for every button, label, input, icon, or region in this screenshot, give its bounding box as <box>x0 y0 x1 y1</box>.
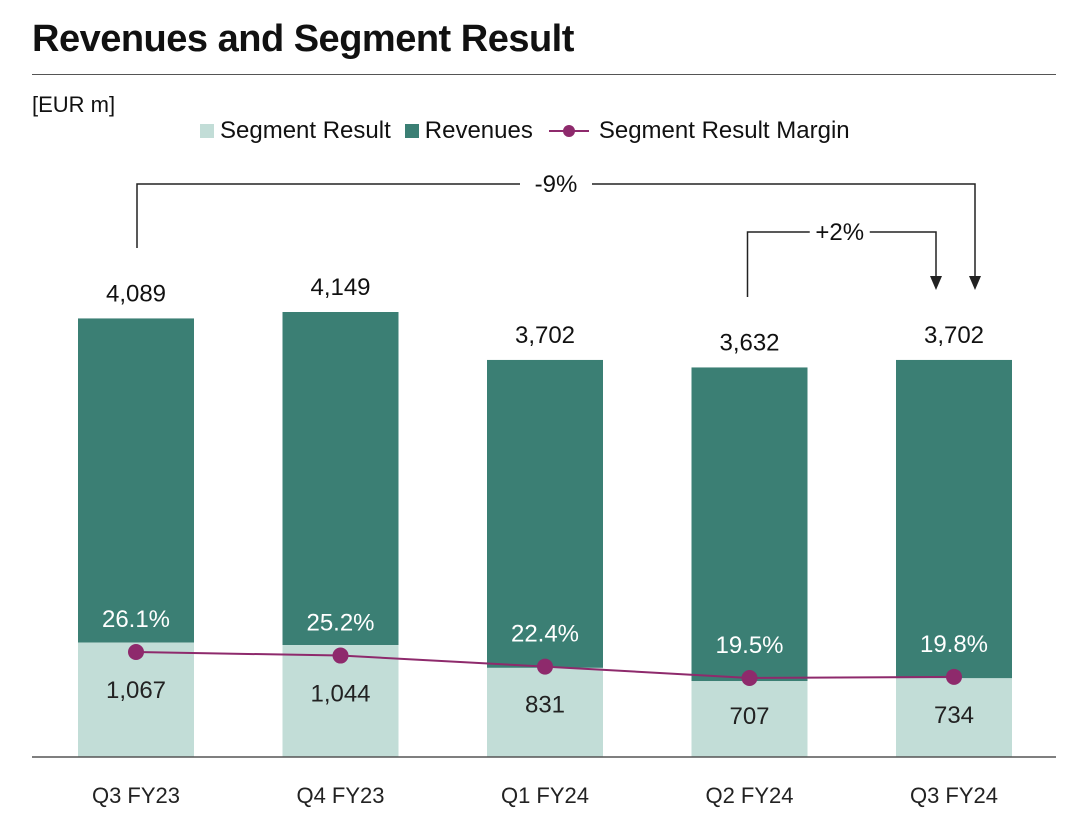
revenue-bar-q3-fy23 <box>78 318 194 643</box>
revenue-bar-q1-fy24 <box>487 359 603 668</box>
revenue-label-q2-fy24: 3,632 <box>719 329 779 356</box>
revenue-bar-q4-fy23 <box>282 312 399 646</box>
legend-line-marker-icon <box>548 125 589 137</box>
segment-result-label-q1-fy24: 831 <box>525 692 565 719</box>
bracket-yoy-left <box>136 183 520 248</box>
bracket-yoy-arrow-icon <box>969 276 981 290</box>
legend-marker <box>562 125 575 137</box>
x-tick-q4-fy23: Q4 FY23 <box>296 783 384 808</box>
annotation-yoy-label: -9% <box>535 171 578 198</box>
legend-item-revenues: Revenues <box>404 117 533 145</box>
margin-point-q3-fy24 <box>946 668 962 685</box>
revenue-bar-q3-fy24 <box>896 359 1012 679</box>
segment-result-bar-q3-fy24 <box>896 678 1012 757</box>
legend: Segment Result Revenues Segment Result M… <box>200 116 864 146</box>
unit-label: [EUR m] <box>32 92 116 117</box>
legend-item-margin: Segment Result Margin <box>547 117 850 145</box>
legend-label-revenues: Revenues <box>424 117 533 144</box>
margin-point-q1-fy24 <box>537 658 553 675</box>
title-divider <box>32 74 1056 75</box>
legend-item-segment-result: Segment Result <box>200 117 391 145</box>
revenue-label-q4-fy23: 4,149 <box>310 274 370 301</box>
margin-point-q3-fy23 <box>128 644 144 660</box>
x-tick-q2-fy24: Q2 FY24 <box>705 783 793 808</box>
annotation-qoq-label: +2% <box>815 219 864 246</box>
margin-label-q3-fy23: 26.1% <box>102 606 170 633</box>
margin-point-q4-fy23 <box>332 647 349 664</box>
segment-result-bar-q4-fy23 <box>282 645 399 757</box>
segment-result-bar-q1-fy24 <box>487 667 603 757</box>
revenue-label-q3-fy24: 3,702 <box>924 322 984 349</box>
segment-result-label-q4-fy23: 1,044 <box>310 681 370 708</box>
segment-result-bar-q3-fy23 <box>78 642 194 757</box>
margin-label-q3-fy24: 19.8% <box>920 631 988 658</box>
x-tick-q3-fy24: Q3 FY24 <box>910 783 998 808</box>
segment-result-bar-q2-fy24 <box>691 681 808 757</box>
bracket-qoq-right <box>869 231 937 278</box>
margin-label-q2-fy24: 19.5% <box>715 632 783 659</box>
bracket-qoq-left <box>746 231 810 297</box>
legend-swatch-segment-result <box>200 124 214 138</box>
x-tick-q3-fy23: Q3 FY23 <box>92 783 180 808</box>
revenue-bar-q2-fy24 <box>691 367 808 682</box>
chart-title: Revenues and Segment Result <box>32 18 574 60</box>
margin-point-q2-fy24 <box>741 670 758 686</box>
segment-result-label-q3-fy24: 734 <box>934 702 974 729</box>
legend-label-segment-result: Segment Result <box>220 117 391 144</box>
x-tick-q1-fy24: Q1 FY24 <box>501 783 589 808</box>
segment-result-label-q2-fy24: 707 <box>729 703 769 730</box>
bracket-yoy-right <box>592 183 976 278</box>
segment-result-label-q3-fy23: 1,067 <box>106 677 166 704</box>
legend-swatch-revenues <box>404 124 419 138</box>
revenue-label-q1-fy24: 3,702 <box>515 322 575 349</box>
bracket-qoq-arrow-icon <box>930 276 942 290</box>
legend-label-margin: Segment Result Margin <box>598 117 850 144</box>
margin-label-q1-fy24: 22.4% <box>511 621 579 648</box>
margin-label-q4-fy23: 25.2% <box>306 610 374 637</box>
revenue-label-q3-fy23: 4,089 <box>106 280 166 307</box>
